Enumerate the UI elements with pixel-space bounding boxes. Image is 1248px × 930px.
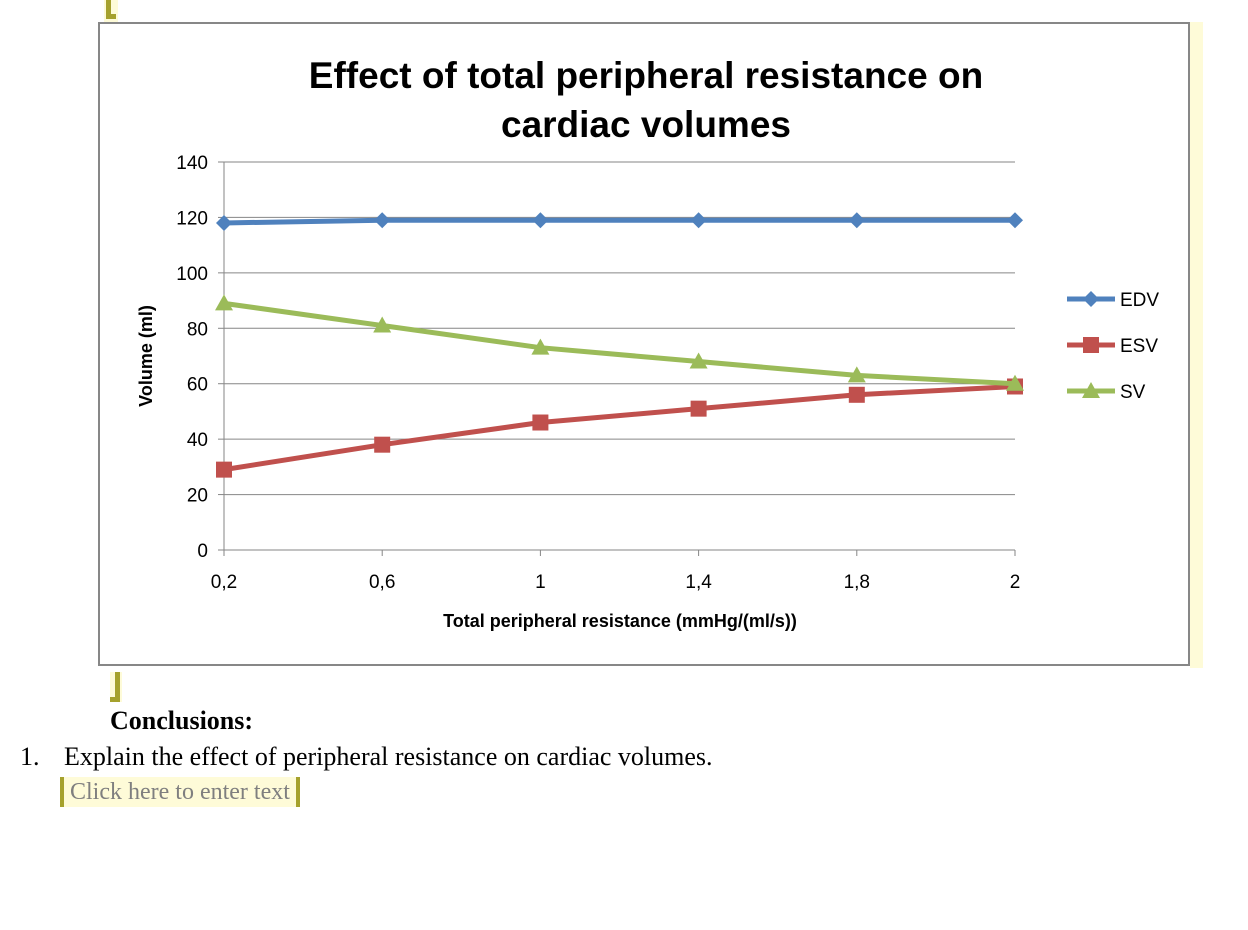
content-control-highlight xyxy=(1190,22,1203,668)
y-tick-label: 100 xyxy=(176,264,208,285)
x-tick-label: 0,2 xyxy=(211,572,237,593)
data-point-sv xyxy=(531,338,550,355)
content-control-bracket-bottom xyxy=(110,672,122,702)
chart-title-line-2: cardiac volumes xyxy=(501,104,791,145)
data-point-edv xyxy=(690,212,707,229)
data-point-esv xyxy=(848,386,865,403)
legend-marker xyxy=(1082,382,1100,398)
legend-marker xyxy=(1083,337,1099,353)
data-point-esv xyxy=(216,461,232,478)
legend-item-sv: SV xyxy=(1067,382,1146,403)
legend-marker xyxy=(1083,291,1099,307)
data-point-edv xyxy=(374,212,391,229)
y-tick-label: 120 xyxy=(176,208,208,229)
data-point-sv xyxy=(373,316,392,333)
x-tick-label: 1,4 xyxy=(685,572,712,593)
question-1: 1. Explain the effect of peripheral resis… xyxy=(20,742,713,772)
series-edv xyxy=(216,212,1023,231)
chart-title-line-1: Effect of total peripheral resistance on xyxy=(309,55,983,96)
y-tick-label: 0 xyxy=(197,541,208,562)
data-point-esv xyxy=(532,414,549,431)
legend-item-edv: EDV xyxy=(1067,290,1159,311)
x-tick-label: 1,8 xyxy=(844,572,870,593)
data-point-edv xyxy=(216,214,232,231)
x-tick-label: 2 xyxy=(1010,572,1021,593)
question-number: 1. xyxy=(20,742,40,771)
data-point-sv xyxy=(689,352,708,369)
legend-label: SV xyxy=(1120,382,1146,403)
conclusions-heading: Conclusions: xyxy=(110,706,254,735)
line-chart: Effect of total peripheral resistance on… xyxy=(136,55,1159,631)
series-sv xyxy=(215,294,1024,391)
chart-container[interactable]: Effect of total peripheral resistance on… xyxy=(98,22,1190,666)
data-point-sv xyxy=(215,294,233,311)
x-axis-label: Total peripheral resistance (mmHg/(ml/s)… xyxy=(443,611,797,631)
answer-input[interactable]: Click here to enter text xyxy=(60,777,300,807)
data-point-esv xyxy=(374,436,391,453)
data-point-edv xyxy=(1007,212,1023,229)
data-point-sv xyxy=(847,366,866,383)
y-tick-label: 140 xyxy=(176,153,208,174)
content-control-bracket-top xyxy=(104,0,118,22)
y-tick-label: 40 xyxy=(187,430,208,451)
legend-label: EDV xyxy=(1120,290,1159,311)
question-text: Explain the effect of peripheral resista… xyxy=(64,742,713,771)
data-point-edv xyxy=(532,212,549,229)
data-point-edv xyxy=(848,212,865,229)
y-tick-label: 60 xyxy=(187,375,208,396)
legend-label: ESV xyxy=(1120,336,1158,357)
x-tick-label: 1 xyxy=(535,572,546,593)
series-line-esv xyxy=(223,383,1016,473)
data-point-sv xyxy=(1006,374,1024,391)
y-axis-label: Volume (ml) xyxy=(136,305,156,407)
data-point-esv xyxy=(690,400,707,417)
series-esv xyxy=(216,378,1023,478)
y-tick-label: 80 xyxy=(187,319,208,340)
series-line-sv xyxy=(223,300,1016,387)
y-tick-label: 20 xyxy=(187,486,208,507)
series-line-edv xyxy=(223,217,1015,226)
x-tick-label: 0,6 xyxy=(369,572,395,593)
legend-item-esv: ESV xyxy=(1067,336,1158,357)
